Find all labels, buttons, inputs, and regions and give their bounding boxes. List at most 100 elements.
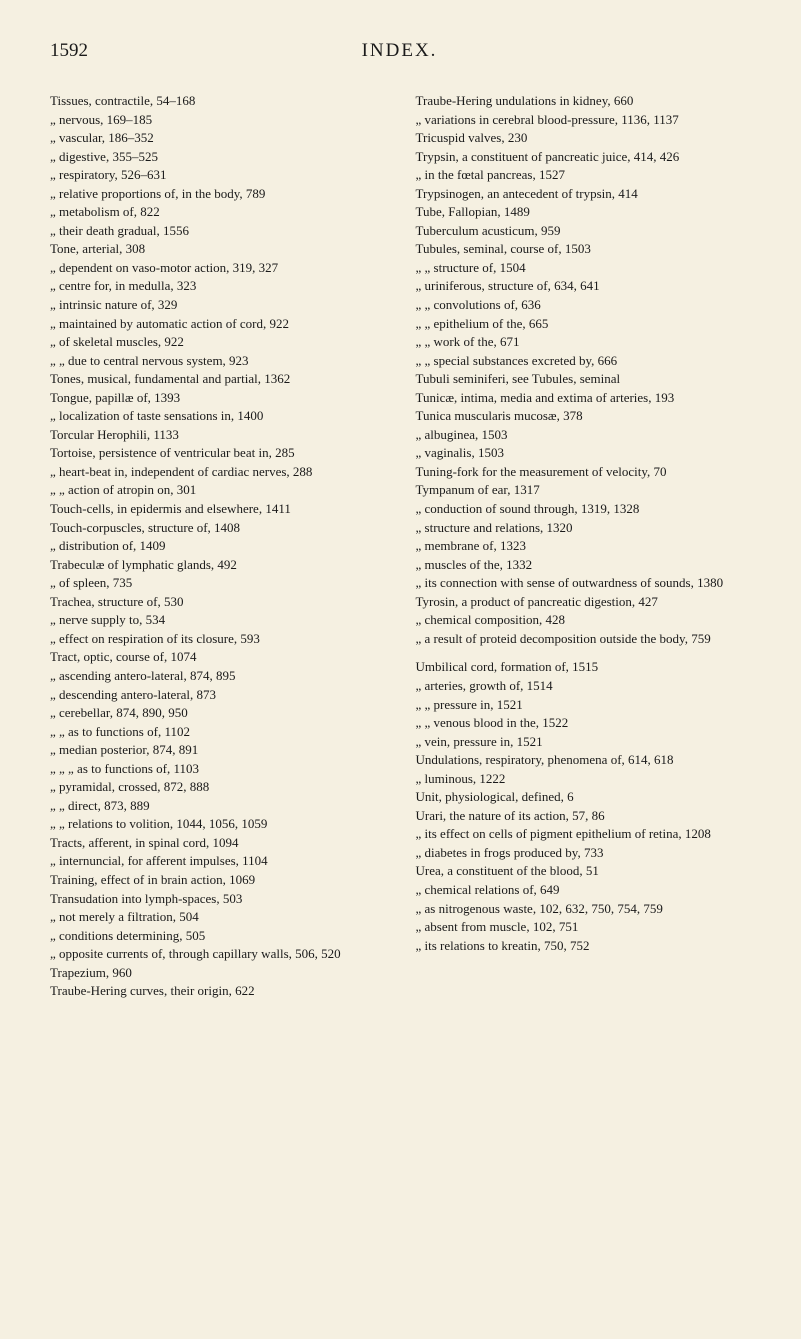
page-number: 1592 bbox=[50, 40, 88, 62]
index-entry: „ „ due to central nervous system, 923 bbox=[50, 352, 386, 370]
index-entry: Tricuspid valves, 230 bbox=[416, 129, 752, 147]
index-entry: „ arteries, growth of, 1514 bbox=[416, 677, 752, 695]
page-container: 1592 INDEX. Tissues, contractile, 54–168… bbox=[0, 0, 801, 1071]
index-entry: „ its effect on cells of pigment epithel… bbox=[416, 825, 752, 843]
index-entry: „ in the fœtal pancreas, 1527 bbox=[416, 166, 752, 184]
index-entry: Trapezium, 960 bbox=[50, 964, 386, 982]
index-entry: „ localization of taste sensations in, 1… bbox=[50, 407, 386, 425]
index-entry: Tunicæ, intima, media and extima of arte… bbox=[416, 389, 752, 407]
index-entry: „ pyramidal, crossed, 872, 888 bbox=[50, 778, 386, 796]
index-entry: „ uriniferous, structure of, 634, 641 bbox=[416, 277, 752, 295]
index-entry: „ its connection with sense of outwardne… bbox=[416, 574, 752, 592]
index-entry: Tube, Fallopian, 1489 bbox=[416, 203, 752, 221]
index-entry: „ „ as to functions of, 1102 bbox=[50, 723, 386, 741]
index-entry: Tuberculum acusticum, 959 bbox=[416, 222, 752, 240]
index-entry: „ dependent on vaso-motor action, 319, 3… bbox=[50, 259, 386, 277]
index-entry: „ conduction of sound through, 1319, 132… bbox=[416, 500, 752, 518]
index-entry: „ conditions determining, 505 bbox=[50, 927, 386, 945]
index-entry: Tuning-fork for the measurement of veloc… bbox=[416, 463, 752, 481]
index-entry: „ internuncial, for afferent impulses, 1… bbox=[50, 852, 386, 870]
index-entry: „ albuginea, 1503 bbox=[416, 426, 752, 444]
index-entry: „ a result of proteid decomposition outs… bbox=[416, 630, 752, 648]
index-entry: „ their death gradual, 1556 bbox=[50, 222, 386, 240]
header-spacer bbox=[711, 40, 751, 62]
index-entry: „ „ convolutions of, 636 bbox=[416, 296, 752, 314]
index-entry: „ effect on respiration of its closure, … bbox=[50, 630, 386, 648]
index-entry: Tunica muscularis mucosæ, 378 bbox=[416, 407, 752, 425]
index-entry: „ diabetes in frogs produced by, 733 bbox=[416, 844, 752, 862]
index-entry: „ vein, pressure in, 1521 bbox=[416, 733, 752, 751]
index-entry: Tracts, afferent, in spinal cord, 1094 bbox=[50, 834, 386, 852]
index-entry: „ „ structure of, 1504 bbox=[416, 259, 752, 277]
index-entry: „ relative proportions of, in the body, … bbox=[50, 185, 386, 203]
index-entry: „ intrinsic nature of, 329 bbox=[50, 296, 386, 314]
index-entry: Trabeculæ of lymphatic glands, 492 bbox=[50, 556, 386, 574]
index-entry: „ „ work of the, 671 bbox=[416, 333, 752, 351]
index-entry: „ „ special substances excreted by, 666 bbox=[416, 352, 752, 370]
index-entry: „ „ direct, 873, 889 bbox=[50, 797, 386, 815]
index-entry: Trypsinogen, an antecedent of trypsin, 4… bbox=[416, 185, 752, 203]
index-entry: „ its relations to kreatin, 750, 752 bbox=[416, 937, 752, 955]
index-entry: „ nervous, 169–185 bbox=[50, 111, 386, 129]
index-entry: Tissues, contractile, 54–168 bbox=[50, 92, 386, 110]
index-entry: Tongue, papillæ of, 1393 bbox=[50, 389, 386, 407]
index-entry: „ median posterior, 874, 891 bbox=[50, 741, 386, 759]
index-entry: „ distribution of, 1409 bbox=[50, 537, 386, 555]
index-entry: „ opposite currents of, through capillar… bbox=[50, 945, 386, 963]
index-entry: Tone, arterial, 308 bbox=[50, 240, 386, 258]
index-entry: Tones, musical, fundamental and partial,… bbox=[50, 370, 386, 388]
index-entry: „ of spleen, 735 bbox=[50, 574, 386, 592]
index-entry: „ maintained by automatic action of cord… bbox=[50, 315, 386, 333]
index-entry: Tubuli seminiferi, see Tubules, seminal bbox=[416, 370, 752, 388]
index-entry: Tubules, seminal, course of, 1503 bbox=[416, 240, 752, 258]
index-entry: Tympanum of ear, 1317 bbox=[416, 481, 752, 499]
index-entry: „ cerebellar, 874, 890, 950 bbox=[50, 704, 386, 722]
index-entry: Trachea, structure of, 530 bbox=[50, 593, 386, 611]
index-entry: „ ascending antero-lateral, 874, 895 bbox=[50, 667, 386, 685]
index-entry: Undulations, respiratory, phenomena of, … bbox=[416, 751, 752, 769]
index-entry: Umbilical cord, formation of, 1515 bbox=[416, 658, 752, 676]
index-entry: „ chemical composition, 428 bbox=[416, 611, 752, 629]
index-entry: „ heart-beat in, independent of cardiac … bbox=[50, 463, 386, 481]
index-entry: Training, effect of in brain action, 106… bbox=[50, 871, 386, 889]
index-entry: „ „ „ as to functions of, 1103 bbox=[50, 760, 386, 778]
index-entry: „ absent from muscle, 102, 751 bbox=[416, 918, 752, 936]
index-entry: „ vascular, 186–352 bbox=[50, 129, 386, 147]
index-entry: „ as nitrogenous waste, 102, 632, 750, 7… bbox=[416, 900, 752, 918]
index-entry: „ chemical relations of, 649 bbox=[416, 881, 752, 899]
index-entry: Transudation into lymph-spaces, 503 bbox=[50, 890, 386, 908]
index-entry: „ variations in cerebral blood-pressure,… bbox=[416, 111, 752, 129]
index-entry: Tyrosin, a product of pancreatic digesti… bbox=[416, 593, 752, 611]
index-entry: „ descending antero-lateral, 873 bbox=[50, 686, 386, 704]
index-entry: Urea, a constituent of the blood, 51 bbox=[416, 862, 752, 880]
index-entry: „ luminous, 1222 bbox=[416, 770, 752, 788]
index-entry: Urari, the nature of its action, 57, 86 bbox=[416, 807, 752, 825]
right-column: Traube-Hering undulations in kidney, 660… bbox=[416, 92, 752, 1001]
index-entry: „ structure and relations, 1320 bbox=[416, 519, 752, 537]
index-entry: „ nerve supply to, 534 bbox=[50, 611, 386, 629]
columns-container: Tissues, contractile, 54–168„ nervous, 1… bbox=[50, 92, 751, 1001]
index-entry: Traube-Hering undulations in kidney, 660 bbox=[416, 92, 752, 110]
index-entry: „ vaginalis, 1503 bbox=[416, 444, 752, 462]
page-header: 1592 INDEX. bbox=[50, 40, 751, 62]
index-entry: „ „ venous blood in the, 1522 bbox=[416, 714, 752, 732]
index-entry: „ centre for, in medulla, 323 bbox=[50, 277, 386, 295]
page-title: INDEX. bbox=[362, 40, 438, 62]
index-entry: „ not merely a filtration, 504 bbox=[50, 908, 386, 926]
index-entry: Trypsin, a constituent of pancreatic jui… bbox=[416, 148, 752, 166]
index-entry bbox=[416, 648, 752, 658]
left-column: Tissues, contractile, 54–168„ nervous, 1… bbox=[50, 92, 386, 1001]
index-entry: „ „ action of atropin on, 301 bbox=[50, 481, 386, 499]
index-entry: „ respiratory, 526–631 bbox=[50, 166, 386, 184]
index-entry: Traube-Hering curves, their origin, 622 bbox=[50, 982, 386, 1000]
index-entry: Touch-cells, in epidermis and elsewhere,… bbox=[50, 500, 386, 518]
index-entry: „ metabolism of, 822 bbox=[50, 203, 386, 221]
index-entry: Torcular Herophili, 1133 bbox=[50, 426, 386, 444]
index-entry: „ „ epithelium of the, 665 bbox=[416, 315, 752, 333]
index-entry: „ membrane of, 1323 bbox=[416, 537, 752, 555]
index-entry: „ digestive, 355–525 bbox=[50, 148, 386, 166]
index-entry: Touch-corpuscles, structure of, 1408 bbox=[50, 519, 386, 537]
index-entry: Tortoise, persistence of ventricular bea… bbox=[50, 444, 386, 462]
index-entry: Tract, optic, course of, 1074 bbox=[50, 648, 386, 666]
index-entry: Unit, physiological, defined, 6 bbox=[416, 788, 752, 806]
